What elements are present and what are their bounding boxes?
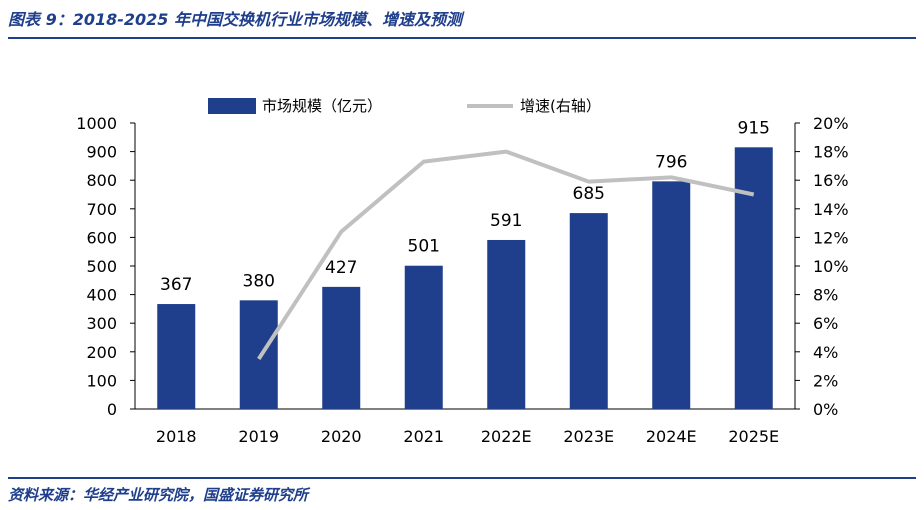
x-tick-label: 2019 [238, 427, 279, 446]
y-left-tick-label: 600 [86, 228, 117, 247]
bar-2018 [157, 304, 196, 409]
bar-value-label: 685 [573, 184, 605, 204]
legend-bar-swatch [208, 98, 256, 114]
y-right-tick-label: 6% [813, 314, 838, 333]
x-tick-label: 2023E [563, 427, 614, 446]
growth-rate-line [257, 149, 755, 361]
x-tick-label: 2022E [481, 427, 532, 446]
bar-value-label: 796 [655, 152, 687, 172]
bar-2024E [652, 181, 691, 409]
y-right-tick-label: 2% [813, 371, 838, 390]
y-left-tick-label: 300 [86, 314, 117, 333]
y-left-tick-label: 100 [86, 371, 117, 390]
y-right-tick-label: 14% [813, 200, 849, 219]
y-left-tick-label: 0 [107, 400, 117, 419]
y-right-tick-label: 16% [813, 171, 849, 190]
chart-area: 市场规模（亿元） 增速(右轴） 0 100 200 300 400 500 600 700 80… [76, 97, 849, 446]
bar-value-label: 915 [738, 118, 770, 138]
legend-line-label: 增速(右轴） [520, 97, 601, 115]
y-right-tick-label: 0% [813, 400, 838, 419]
bar-value-label: 501 [408, 237, 440, 257]
y-left-tick-label: 500 [86, 257, 117, 276]
x-tick-label: 2020 [321, 427, 362, 446]
legend-bar-label: 市场规模（亿元） [262, 97, 382, 115]
y-right-tick-label: 10% [813, 257, 849, 276]
legend: 市场规模（亿元） 增速(右轴） [208, 97, 601, 115]
bar-2020 [322, 286, 361, 409]
top-rule [8, 37, 916, 39]
y-left-tick-label: 200 [86, 343, 117, 362]
chart-title: 图表 9：2018-2025 年中国交换机行业市场规模、增速及预测 [8, 10, 462, 29]
y-left-tick-label: 700 [86, 200, 117, 219]
y-left-tick-label: 900 [86, 143, 117, 162]
y-right-tick-label: 12% [813, 228, 849, 247]
bar-2022E [487, 239, 526, 409]
bar-2025E [734, 147, 773, 409]
x-tick-label: 2024E [646, 427, 697, 446]
bar-value-label: 367 [160, 275, 192, 295]
x-tick-label: 2018 [156, 427, 197, 446]
x-tick-label: 2021 [403, 427, 444, 446]
bar-value-label: 591 [490, 211, 522, 231]
source-note: 资料来源：华经产业研究院，国盛证券研究所 [8, 486, 309, 504]
y-left-tick-label: 800 [86, 171, 117, 190]
bar-value-label: 380 [243, 271, 275, 291]
bottom-rule [8, 477, 916, 479]
y-left-tick-label: 400 [86, 286, 117, 305]
x-tick-label: 2025E [728, 427, 779, 446]
bar-value-label: 427 [325, 258, 357, 278]
bar-2021 [404, 265, 443, 409]
bar-2023E [569, 213, 608, 409]
y-left-tick-label: 1000 [76, 114, 117, 133]
bar-2019 [239, 300, 278, 409]
y-right-tick-label: 4% [813, 343, 838, 362]
y-right-tick-label: 8% [813, 286, 838, 305]
y-right-tick-label: 20% [813, 114, 849, 133]
y-right-tick-label: 18% [813, 143, 849, 162]
